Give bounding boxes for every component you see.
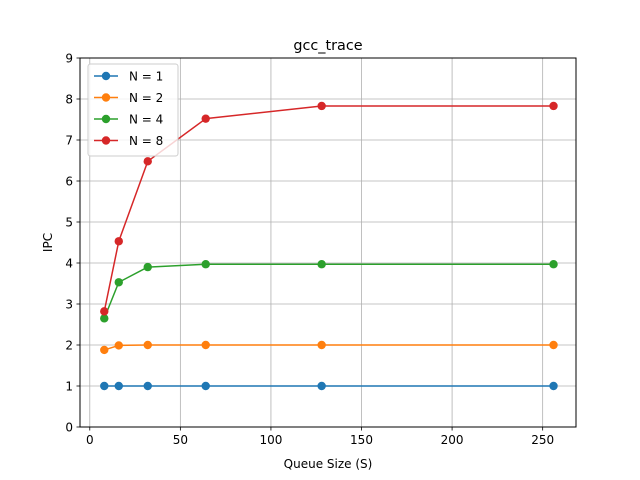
y-tick-label: 5 [65, 216, 73, 230]
legend-item: N = 2 [94, 91, 163, 105]
y-axis-label: IPC [41, 233, 55, 252]
data-point [114, 237, 123, 246]
y-tick-label: 9 [65, 52, 73, 66]
legend-box [87, 63, 179, 157]
x-tick-label: 100 [259, 433, 282, 447]
data-point [317, 260, 326, 269]
legend-label: N = 1 [129, 70, 163, 84]
axis-ticks: 0 50 100 150 200 250 0 1 2 3 4 5 6 7 8 9 [65, 52, 554, 448]
data-point [549, 260, 558, 269]
legend-item: N = 8 [94, 134, 163, 148]
y-tick-label: 8 [65, 93, 73, 107]
data-point [143, 340, 152, 350]
data-point [201, 381, 210, 391]
y-tick-label: 3 [65, 298, 73, 312]
plot-frame [79, 57, 577, 428]
series-2 [100, 340, 558, 355]
series-line [103, 263, 554, 319]
legend-marker [101, 114, 111, 124]
y-tick-label: 2 [65, 339, 73, 353]
data-point [549, 340, 558, 350]
data-point [114, 341, 123, 350]
legend: N = 1 N = 2 N = 4 N = 8 [87, 63, 179, 157]
series-3 [100, 260, 558, 323]
x-tick-label: 0 [86, 433, 94, 447]
legend-item: N = 4 [94, 113, 163, 127]
data-point [317, 340, 326, 350]
legend-marker [101, 71, 111, 81]
x-axis-label: Queue Size (S) [284, 457, 373, 471]
y-tick-label: 6 [65, 175, 73, 189]
data-point [549, 381, 558, 391]
legend-item: N = 1 [94, 70, 163, 84]
data-point [317, 381, 326, 391]
legend-label: N = 2 [129, 91, 163, 105]
legend-label: N = 4 [129, 113, 163, 127]
data-point [201, 340, 210, 350]
x-tick-label: 50 [173, 433, 188, 447]
legend-marker [101, 93, 111, 102]
x-tick-label: 200 [441, 433, 464, 447]
data-point [114, 278, 123, 287]
data-point [201, 114, 210, 123]
legend-marker [101, 136, 111, 145]
data-point [143, 157, 152, 166]
y-tick-label: 4 [65, 257, 73, 271]
grid [80, 57, 576, 428]
y-tick-label: 1 [65, 380, 73, 394]
x-tick-label: 150 [350, 433, 373, 447]
y-tick-label: 0 [65, 421, 73, 435]
data-point [114, 381, 123, 391]
data-point [143, 262, 152, 272]
series-1 [100, 381, 558, 391]
data-point [100, 307, 109, 316]
data-point [100, 381, 109, 391]
y-tick-label: 7 [65, 134, 73, 148]
series-line [104, 344, 554, 351]
x-tick-label: 250 [531, 433, 554, 447]
data-point [201, 260, 210, 269]
data-point [549, 101, 558, 111]
legend-label: N = 8 [129, 134, 163, 148]
data-point [100, 345, 109, 355]
data-point [100, 314, 109, 323]
data-point [143, 381, 152, 391]
chart-title: gcc_trace [293, 38, 362, 54]
data-point [317, 101, 326, 111]
